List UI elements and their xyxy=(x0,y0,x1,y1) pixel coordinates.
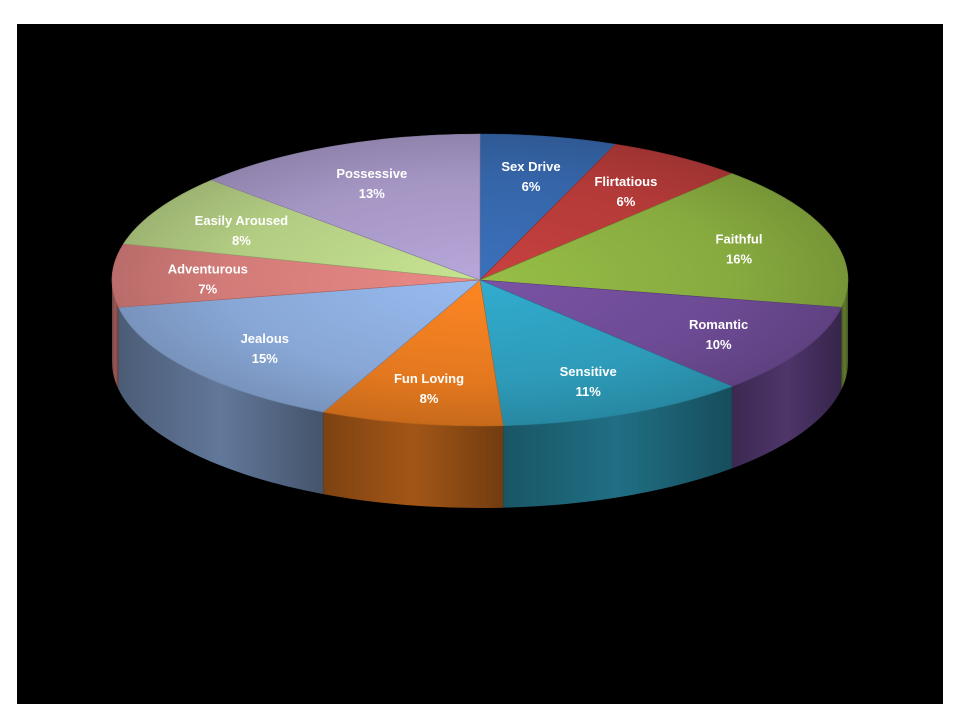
pie-slice-sex-drive xyxy=(479,133,617,281)
slice-label-name: Possessive xyxy=(336,166,407,181)
slice-label-percent: 6% xyxy=(617,194,636,209)
slice-label-group: Jealous 15% xyxy=(241,331,289,366)
pie-side-faithful xyxy=(841,280,848,390)
slice-label-group: Romantic 10% xyxy=(689,317,748,352)
slice-label-percent: 8% xyxy=(232,233,251,248)
pie-slice-romantic xyxy=(479,279,842,387)
pie-side-jealous xyxy=(118,307,324,495)
slice-label-name: Flirtatious xyxy=(594,174,657,189)
slice-label-percent: 13% xyxy=(359,186,385,201)
slice-label-name: Adventurous xyxy=(168,262,248,277)
slice-label-name: Easily Aroused xyxy=(195,213,289,228)
slice-label-name: Faithful xyxy=(716,232,763,247)
slice-label-group: Adventurous 7% xyxy=(168,262,248,297)
slice-label-group: Sensitive 11% xyxy=(560,364,617,399)
slice-label-group: Easily Aroused 8% xyxy=(195,213,289,248)
pie-labels: Sex Drive 6% Flirtatious 6% Faithful 16% Roman… xyxy=(168,159,763,406)
slice-label-group: Possessive 13% xyxy=(336,166,407,201)
pie-side-walls xyxy=(112,280,848,508)
slice-label-name: Sex Drive xyxy=(501,159,560,174)
pie-slice-fun-loving xyxy=(322,279,504,427)
slice-label-name: Jealous xyxy=(241,331,289,346)
pie-slice-flirtatious xyxy=(479,143,733,281)
slice-label-group: Faithful 16% xyxy=(716,232,763,267)
pie-slice-adventurous xyxy=(111,243,481,308)
slice-label-group: Flirtatious 6% xyxy=(594,174,657,209)
slice-label-name: Fun Loving xyxy=(394,371,464,386)
pie-side-sensitive xyxy=(503,386,732,508)
pie-slice-faithful xyxy=(479,173,849,308)
slice-label-group: Sex Drive 6% xyxy=(501,159,560,194)
pie-slice-easily-aroused xyxy=(123,179,481,281)
pie-slice-jealous xyxy=(118,279,481,413)
slice-label-percent: 7% xyxy=(198,282,217,297)
slice-label-percent: 6% xyxy=(522,179,541,194)
slice-label-percent: 16% xyxy=(726,252,752,267)
pie-slices xyxy=(111,133,849,427)
pie-side-adventurous xyxy=(112,280,119,390)
slice-label-name: Romantic xyxy=(689,317,748,332)
slice-label-percent: 10% xyxy=(706,337,732,352)
slice-label-percent: 8% xyxy=(420,391,439,406)
pie-slice-sensitive xyxy=(479,279,733,427)
pie-side-romantic xyxy=(731,307,842,469)
slice-label-percent: 11% xyxy=(576,384,602,399)
slice-label-percent: 15% xyxy=(252,351,278,366)
slice-label-group: Fun Loving 8% xyxy=(394,371,464,406)
slice-label-name: Sensitive xyxy=(560,364,617,379)
pie-slice-possessive xyxy=(210,133,481,281)
pie-side-fun-loving xyxy=(323,412,504,508)
